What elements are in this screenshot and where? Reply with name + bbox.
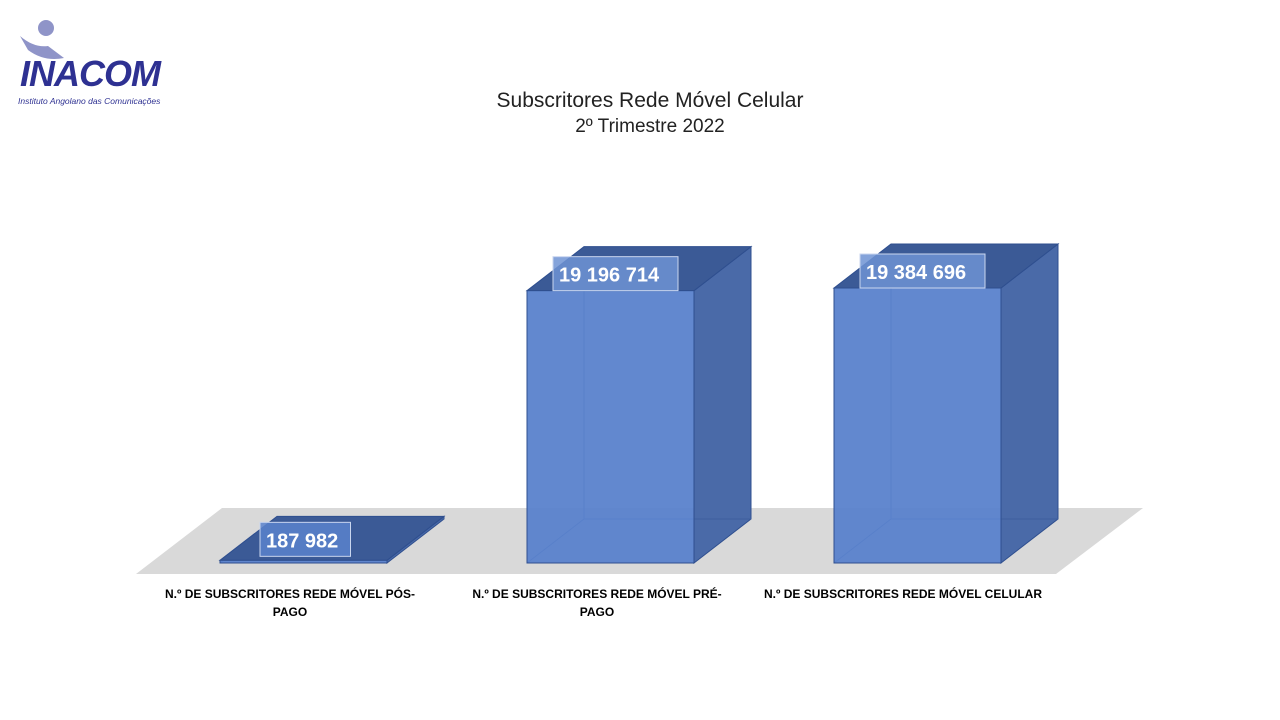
logo-subtitle: Instituto Angolano das Comunicações <box>18 96 161 106</box>
bar-side-1 <box>693 245 752 565</box>
bar-front-1 <box>526 290 695 564</box>
bar-front-0 <box>219 559 388 564</box>
value-label-box-1 <box>552 256 679 292</box>
category-label-0-line-1: PAGO <box>273 605 307 619</box>
chart-title: Subscritores Rede Móvel Celular <box>496 89 804 112</box>
chart-title-block: Subscritores Rede Móvel Celular 2º Trime… <box>360 88 940 140</box>
value-label-box-0 <box>259 521 351 557</box>
category-label-2-line-0: N.º DE SUBSCRITORES REDE MÓVEL CELULAR <box>764 586 1042 601</box>
category-label-0-line-0: N.º DE SUBSCRITORES REDE MÓVEL PÓS- <box>165 586 415 601</box>
inacom-logo: INACOM Instituto Angolano das Comunicaçõ… <box>14 18 174 110</box>
bar-side-2 <box>1000 242 1059 565</box>
logo-figure-icon <box>20 20 64 59</box>
value-label-box-2 <box>859 253 986 289</box>
value-label-2: 19 384 696 <box>866 262 966 284</box>
category-label-1-line-1: PAGO <box>580 605 614 619</box>
chart-subtitle: 2º Trimestre 2022 <box>575 116 725 137</box>
logo-wordmark: INACOM <box>20 53 161 94</box>
bar-front-2 <box>833 287 1002 564</box>
category-label-1-line-0: N.º DE SUBSCRITORES REDE MÓVEL PRÉ- <box>472 586 721 601</box>
value-label-1: 19 196 714 <box>559 265 660 287</box>
value-label-0: 187 982 <box>266 530 338 552</box>
